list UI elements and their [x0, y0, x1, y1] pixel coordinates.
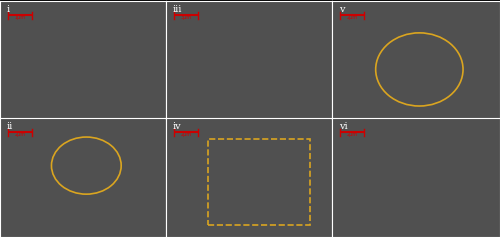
Text: iv: iv: [172, 122, 182, 131]
Text: iii: iii: [172, 5, 182, 14]
Text: i: i: [6, 5, 10, 14]
Text: 2μm: 2μm: [346, 15, 358, 20]
Text: v: v: [338, 5, 344, 14]
Text: vi: vi: [338, 122, 347, 131]
Text: ii: ii: [6, 122, 13, 131]
Bar: [208, 139, 310, 225]
Text: 2μm: 2μm: [346, 132, 358, 137]
Text: 1μm: 1μm: [14, 15, 26, 20]
Text: 2μm: 2μm: [180, 132, 192, 137]
Text: 2μm: 2μm: [14, 132, 26, 137]
Text: 3μm: 3μm: [180, 15, 192, 20]
